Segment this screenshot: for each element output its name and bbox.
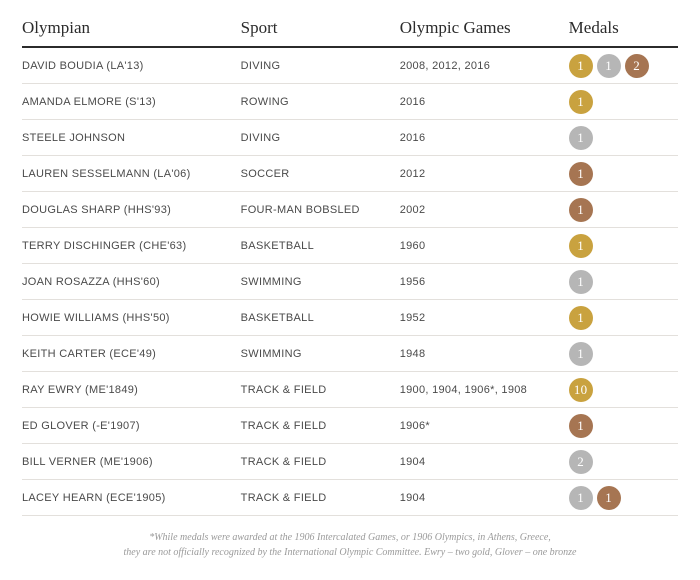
cell-sport: SWIMMING	[241, 276, 400, 288]
table-row: STEELE JOHNSONDIVING20161	[22, 120, 678, 156]
cell-games: 1948	[400, 348, 569, 360]
gold-medal: 10	[569, 378, 593, 402]
cell-sport: ROWING	[241, 96, 400, 108]
cell-medals: 1	[569, 306, 678, 330]
cell-olympian: KEITH CARTER (ECE'49)	[22, 348, 241, 360]
cell-sport: BASKETBALL	[241, 312, 400, 324]
header-medals: Medals	[569, 18, 678, 38]
silver-medal: 1	[597, 54, 621, 78]
table-row: HOWIE WILLIAMS (HHS'50)BASKETBALL19521	[22, 300, 678, 336]
bronze-medal: 1	[569, 414, 593, 438]
footnote-line2: they are not officially recognized by th…	[124, 547, 577, 558]
table-header-row: Olympian Sport Olympic Games Medals	[22, 12, 678, 48]
cell-games: 2008, 2012, 2016	[400, 60, 569, 72]
olympian-medal-table: Olympian Sport Olympic Games Medals DAVI…	[22, 12, 678, 516]
header-sport: Sport	[241, 18, 400, 38]
gold-medal: 1	[569, 234, 593, 258]
bronze-medal: 2	[625, 54, 649, 78]
table-row: TERRY DISCHINGER (CHE'63)BASKETBALL19601	[22, 228, 678, 264]
cell-medals: 1	[569, 198, 678, 222]
cell-olympian: ED GLOVER (-E'1907)	[22, 420, 241, 432]
cell-games: 1952	[400, 312, 569, 324]
cell-sport: FOUR-MAN BOBSLED	[241, 204, 400, 216]
table-row: LAUREN SESSELMANN (LA'06)SOCCER20121	[22, 156, 678, 192]
gold-medal: 1	[569, 306, 593, 330]
table-row: KEITH CARTER (ECE'49)SWIMMING19481	[22, 336, 678, 372]
cell-games: 1956	[400, 276, 569, 288]
cell-olympian: TERRY DISCHINGER (CHE'63)	[22, 240, 241, 252]
cell-olympian: DOUGLAS SHARP (HHS'93)	[22, 204, 241, 216]
cell-games: 1906*	[400, 420, 569, 432]
cell-medals: 1	[569, 234, 678, 258]
cell-games: 1904	[400, 456, 569, 468]
cell-sport: SWIMMING	[241, 348, 400, 360]
cell-sport: TRACK & FIELD	[241, 384, 400, 396]
cell-medals: 2	[569, 450, 678, 474]
cell-games: 2016	[400, 96, 569, 108]
cell-medals: 10	[569, 378, 678, 402]
silver-medal: 1	[569, 486, 593, 510]
cell-games: 1904	[400, 492, 569, 504]
cell-sport: DIVING	[241, 132, 400, 144]
silver-medal: 1	[569, 342, 593, 366]
table-row: AMANDA ELMORE (S'13)ROWING20161	[22, 84, 678, 120]
cell-sport: TRACK & FIELD	[241, 492, 400, 504]
cell-medals: 1	[569, 126, 678, 150]
silver-medal: 2	[569, 450, 593, 474]
table-row: JOAN ROSAZZA (HHS'60)SWIMMING19561	[22, 264, 678, 300]
cell-sport: TRACK & FIELD	[241, 420, 400, 432]
bronze-medal: 1	[597, 486, 621, 510]
cell-sport: TRACK & FIELD	[241, 456, 400, 468]
cell-olympian: DAVID BOUDIA (LA'13)	[22, 60, 241, 72]
table-row: BILL VERNER (ME'1906)TRACK & FIELD19042	[22, 444, 678, 480]
gold-medal: 1	[569, 90, 593, 114]
cell-games: 1960	[400, 240, 569, 252]
cell-medals: 1	[569, 162, 678, 186]
table-row: DAVID BOUDIA (LA'13)DIVING2008, 2012, 20…	[22, 48, 678, 84]
table-body: DAVID BOUDIA (LA'13)DIVING2008, 2012, 20…	[22, 48, 678, 516]
bronze-medal: 1	[569, 198, 593, 222]
footnote-line1: *While medals were awarded at the 1906 I…	[149, 532, 551, 543]
footnote: *While medals were awarded at the 1906 I…	[22, 530, 678, 560]
table-row: RAY EWRY (ME'1849)TRACK & FIELD1900, 190…	[22, 372, 678, 408]
table-row: DOUGLAS SHARP (HHS'93)FOUR-MAN BOBSLED20…	[22, 192, 678, 228]
cell-olympian: STEELE JOHNSON	[22, 132, 241, 144]
silver-medal: 1	[569, 126, 593, 150]
cell-olympian: AMANDA ELMORE (S'13)	[22, 96, 241, 108]
cell-olympian: HOWIE WILLIAMS (HHS'50)	[22, 312, 241, 324]
cell-games: 2016	[400, 132, 569, 144]
cell-olympian: LACEY HEARN (ECE'1905)	[22, 492, 241, 504]
cell-medals: 1	[569, 90, 678, 114]
cell-sport: SOCCER	[241, 168, 400, 180]
cell-olympian: JOAN ROSAZZA (HHS'60)	[22, 276, 241, 288]
cell-medals: 1	[569, 414, 678, 438]
cell-sport: BASKETBALL	[241, 240, 400, 252]
cell-medals: 1	[569, 342, 678, 366]
header-olympian: Olympian	[22, 18, 241, 38]
bronze-medal: 1	[569, 162, 593, 186]
cell-games: 2012	[400, 168, 569, 180]
cell-games: 2002	[400, 204, 569, 216]
table-row: ED GLOVER (-E'1907)TRACK & FIELD1906*1	[22, 408, 678, 444]
cell-sport: DIVING	[241, 60, 400, 72]
table-row: LACEY HEARN (ECE'1905)TRACK & FIELD19041…	[22, 480, 678, 516]
cell-olympian: RAY EWRY (ME'1849)	[22, 384, 241, 396]
cell-medals: 112	[569, 54, 678, 78]
cell-medals: 11	[569, 486, 678, 510]
gold-medal: 1	[569, 54, 593, 78]
cell-olympian: BILL VERNER (ME'1906)	[22, 456, 241, 468]
cell-olympian: LAUREN SESSELMANN (LA'06)	[22, 168, 241, 180]
header-games: Olympic Games	[400, 18, 569, 38]
cell-medals: 1	[569, 270, 678, 294]
cell-games: 1900, 1904, 1906*, 1908	[400, 384, 569, 396]
silver-medal: 1	[569, 270, 593, 294]
